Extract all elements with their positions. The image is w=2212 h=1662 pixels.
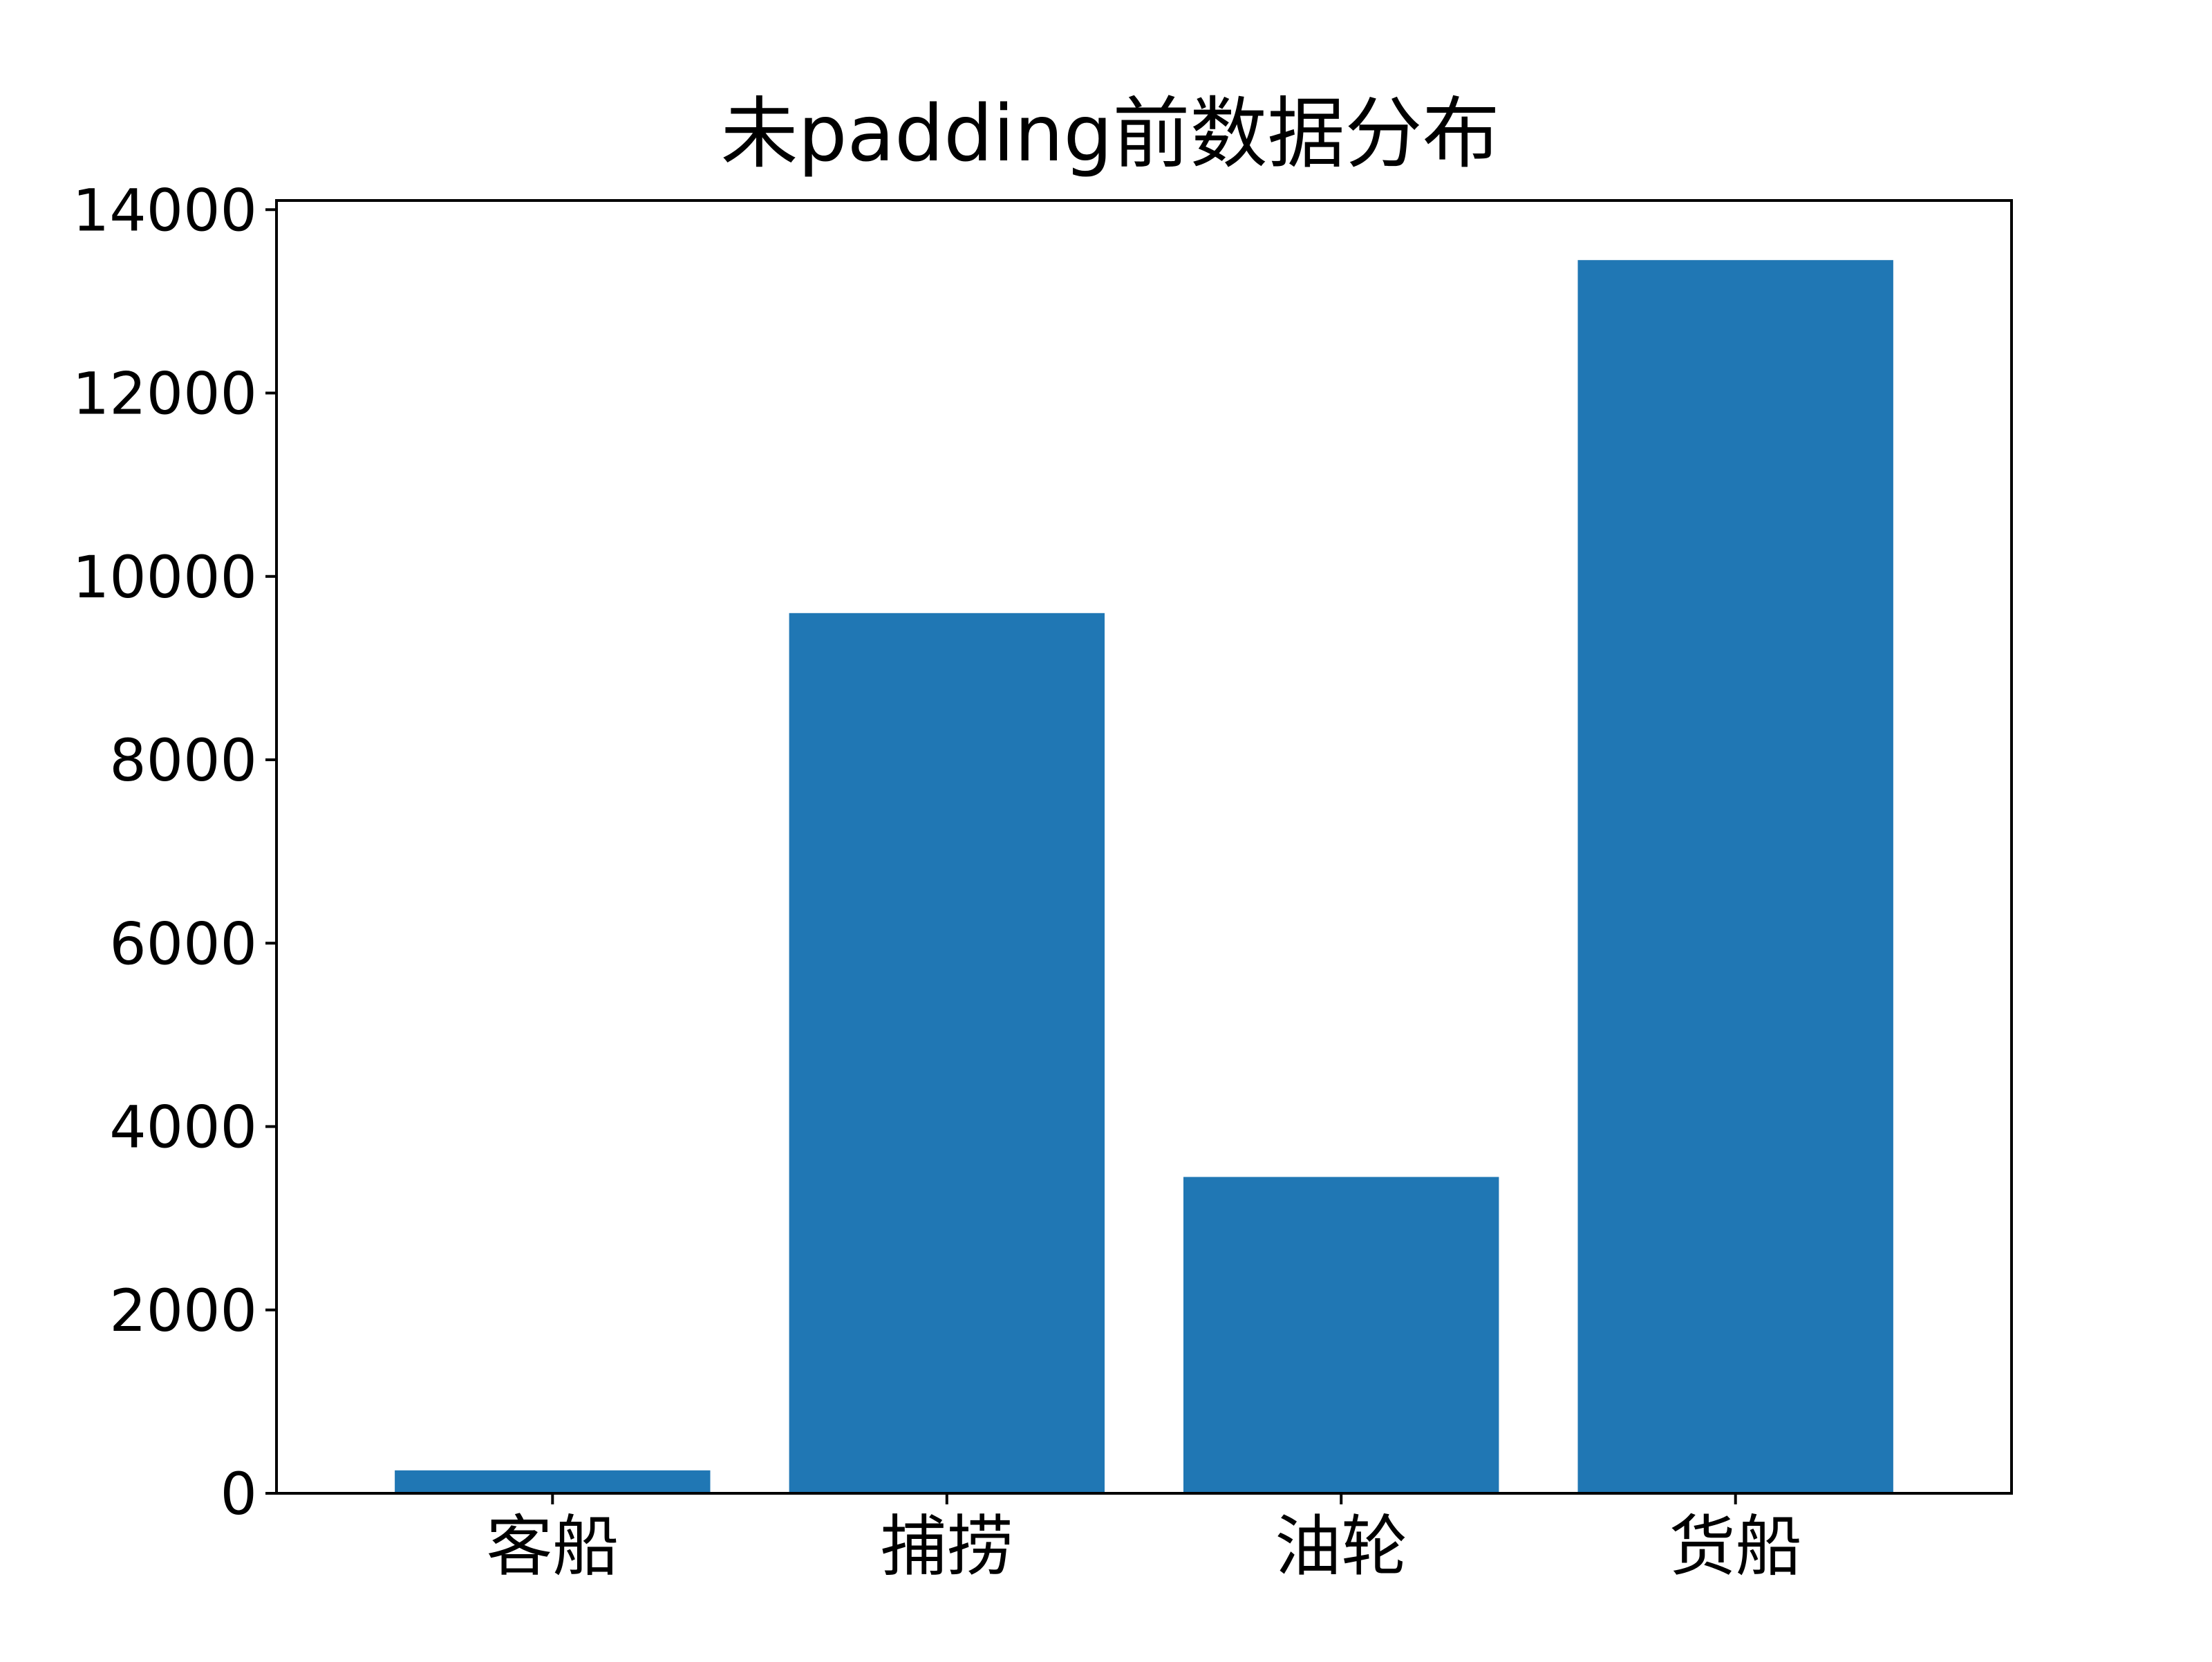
y-tick-label: 0 (221, 1460, 257, 1528)
x-axis: 客船 捕捞 油轮 货船 (486, 1493, 1802, 1585)
bars-layer (395, 260, 1893, 1494)
x-tick-label: 客船 (486, 1508, 619, 1585)
x-tick-label: 油轮 (1275, 1508, 1407, 1585)
plot-frame (275, 199, 2013, 1495)
bar-1 (789, 613, 1105, 1493)
y-tick-label: 12000 (73, 360, 257, 428)
y-tick-label: 14000 (73, 176, 257, 244)
y-tick-label: 4000 (109, 1094, 257, 1161)
bar-3 (1577, 260, 1893, 1494)
y-tick-label: 6000 (109, 910, 257, 978)
x-tick-label: 货船 (1669, 1508, 1802, 1585)
y-tick-label: 10000 (73, 543, 257, 611)
chart-title: 未padding前数据分布 (720, 89, 1499, 179)
y-axis: 0 2000 4000 6000 8000 10000 12000 14000 (73, 176, 276, 1528)
y-tick-label: 8000 (109, 727, 257, 794)
bar-0 (395, 1470, 711, 1493)
y-tick-label: 2000 (109, 1277, 257, 1345)
bar-2 (1183, 1177, 1499, 1493)
x-tick-label: 捕捞 (881, 1508, 1013, 1585)
